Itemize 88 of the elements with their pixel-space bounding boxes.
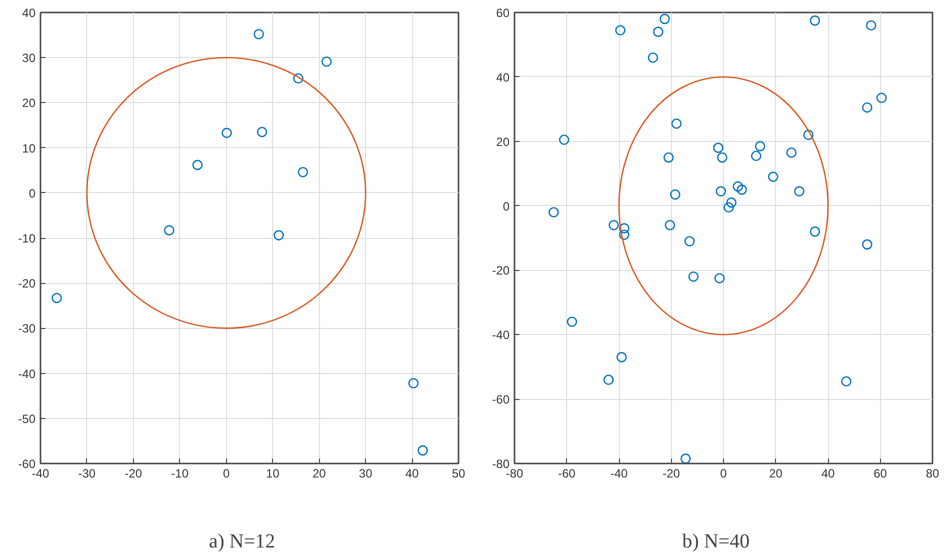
point (548, 207, 559, 218)
point (164, 225, 174, 236)
point (716, 186, 726, 196)
x-axis-title: a) N=12 (208, 530, 276, 552)
x-tick-label: 0 (222, 466, 230, 480)
y-tick-label: -10 (18, 232, 36, 246)
point (619, 230, 630, 240)
point (786, 147, 797, 158)
y-tick-label: -30 (18, 322, 36, 336)
x-axis-title: b) N=40 (682, 530, 750, 552)
x-tick-label: -60 (558, 466, 576, 480)
y-tick-label: -20 (492, 264, 510, 278)
point (680, 454, 691, 464)
y-tick-label: -40 (18, 366, 36, 381)
x-tick-label: 80 (926, 466, 940, 480)
point (810, 15, 820, 26)
y-tick-label: 0 (28, 186, 36, 200)
point (660, 14, 670, 24)
y-tick-label: 40 (496, 70, 510, 84)
point (566, 316, 578, 327)
y-tick-label: 20 (496, 134, 510, 149)
x-tick-label: -40 (610, 466, 628, 480)
point (768, 172, 778, 182)
point (293, 73, 304, 84)
point (274, 230, 284, 240)
point (803, 130, 814, 140)
point (688, 272, 699, 282)
x-tick-label: 20 (312, 466, 326, 480)
point (653, 26, 664, 37)
point (684, 236, 695, 246)
point (418, 445, 428, 456)
point (616, 352, 627, 362)
y-tick-label: -20 (18, 276, 36, 291)
x-tick-label: -20 (124, 466, 142, 480)
point (713, 142, 724, 153)
point (671, 118, 682, 129)
point (52, 292, 62, 304)
y-tick-label: 60 (496, 6, 510, 20)
y-tick-label: 30 (22, 51, 36, 66)
x-tick-label: 40 (821, 466, 835, 480)
point (714, 273, 725, 284)
point (321, 56, 332, 67)
point (619, 223, 630, 234)
point (862, 102, 872, 113)
x-tick-label: 60 (874, 466, 888, 480)
x-tick-label: 20 (769, 466, 783, 480)
point (717, 152, 728, 163)
y-tick-label: 10 (22, 141, 36, 156)
point (608, 220, 619, 230)
point (408, 378, 419, 388)
point (876, 92, 887, 104)
point (298, 167, 308, 178)
point (670, 189, 680, 200)
point (751, 150, 762, 161)
point (732, 181, 744, 192)
x-tick-label: 40 (405, 466, 420, 480)
y-tick-label: 40 (22, 6, 36, 20)
point (192, 160, 203, 170)
point (615, 25, 626, 36)
x-tick-label: 10 (266, 466, 280, 480)
point (254, 29, 264, 40)
y-tick-label: -60 (492, 392, 510, 407)
point (648, 52, 658, 63)
point (866, 20, 876, 31)
point (222, 128, 232, 138)
x-tick-label: -10 (171, 466, 189, 480)
point (794, 186, 804, 196)
y-tick-label: -50 (18, 412, 36, 426)
point (558, 134, 570, 145)
point (862, 239, 872, 250)
x-tick-label: 30 (358, 466, 373, 480)
y-tick-label: -40 (492, 328, 510, 342)
x-tick-label: -20 (662, 466, 680, 480)
point (841, 376, 852, 386)
x-tick-label: -30 (78, 466, 96, 480)
point (736, 184, 747, 195)
y-tick-label: 20 (22, 96, 36, 110)
point (664, 220, 676, 230)
point (810, 226, 820, 237)
x-tick-label: 50 (452, 466, 466, 480)
point (603, 374, 614, 385)
point (724, 202, 734, 213)
point (663, 152, 674, 163)
point (726, 197, 736, 208)
point (754, 141, 766, 152)
y-tick-label: 0 (502, 199, 510, 214)
point (256, 126, 268, 138)
x-tick-label: 0 (720, 466, 728, 480)
